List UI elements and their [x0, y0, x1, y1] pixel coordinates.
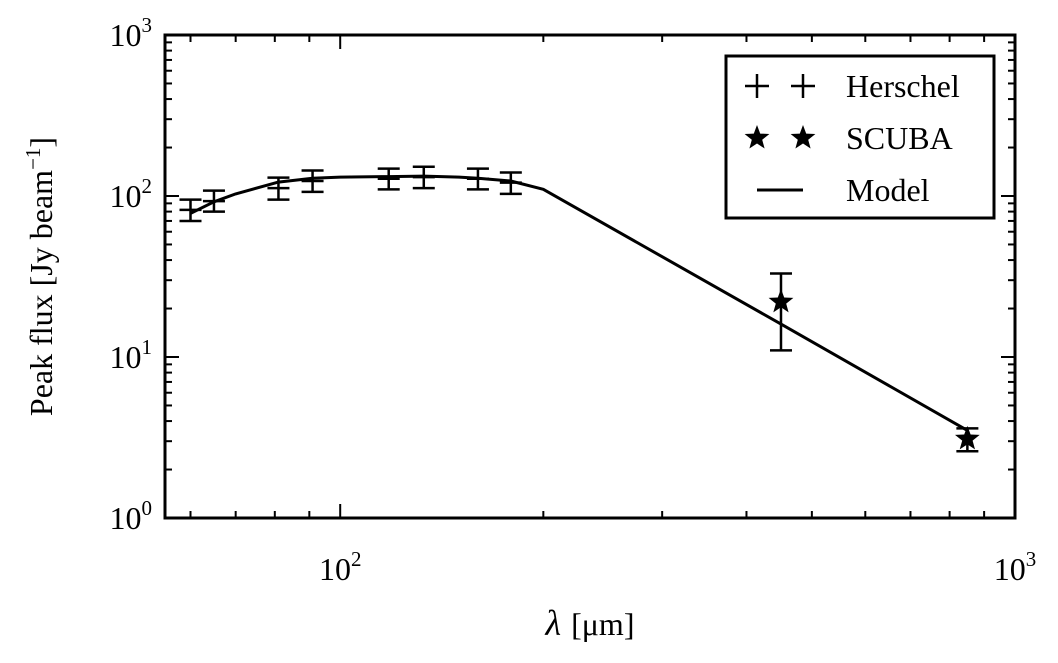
scuba-point	[768, 288, 794, 313]
labels-layer: 102 103 100 101 102 103 λ [μm] Peak flux [Jy bea…	[21, 13, 1036, 643]
plot-frame	[163, 33, 1017, 520]
y-tick-label: 101	[110, 335, 153, 375]
x-axis-label: λ [μm]	[545, 603, 635, 643]
legend-label: Herschel	[846, 68, 960, 104]
model-line	[189, 174, 969, 432]
scuba-point	[955, 425, 980, 450]
legend: Herschel SCUBA Model	[724, 54, 996, 220]
y-axis-label: Peak flux [Jy beam−1]	[21, 137, 59, 416]
legend-label: Model	[846, 172, 930, 208]
y-tick-label: 100	[110, 496, 153, 536]
y-tick-label: 103	[110, 13, 153, 53]
axes-layer	[163, 33, 1017, 520]
legend-scuba-marker	[790, 125, 816, 149]
legend-label: SCUBA	[846, 120, 953, 156]
x-tick-label: 103	[994, 547, 1037, 587]
legend-scuba-marker	[744, 125, 770, 149]
data-layer	[179, 165, 980, 453]
y-tick-label: 102	[110, 174, 153, 214]
x-tick-label: 102	[319, 547, 362, 587]
